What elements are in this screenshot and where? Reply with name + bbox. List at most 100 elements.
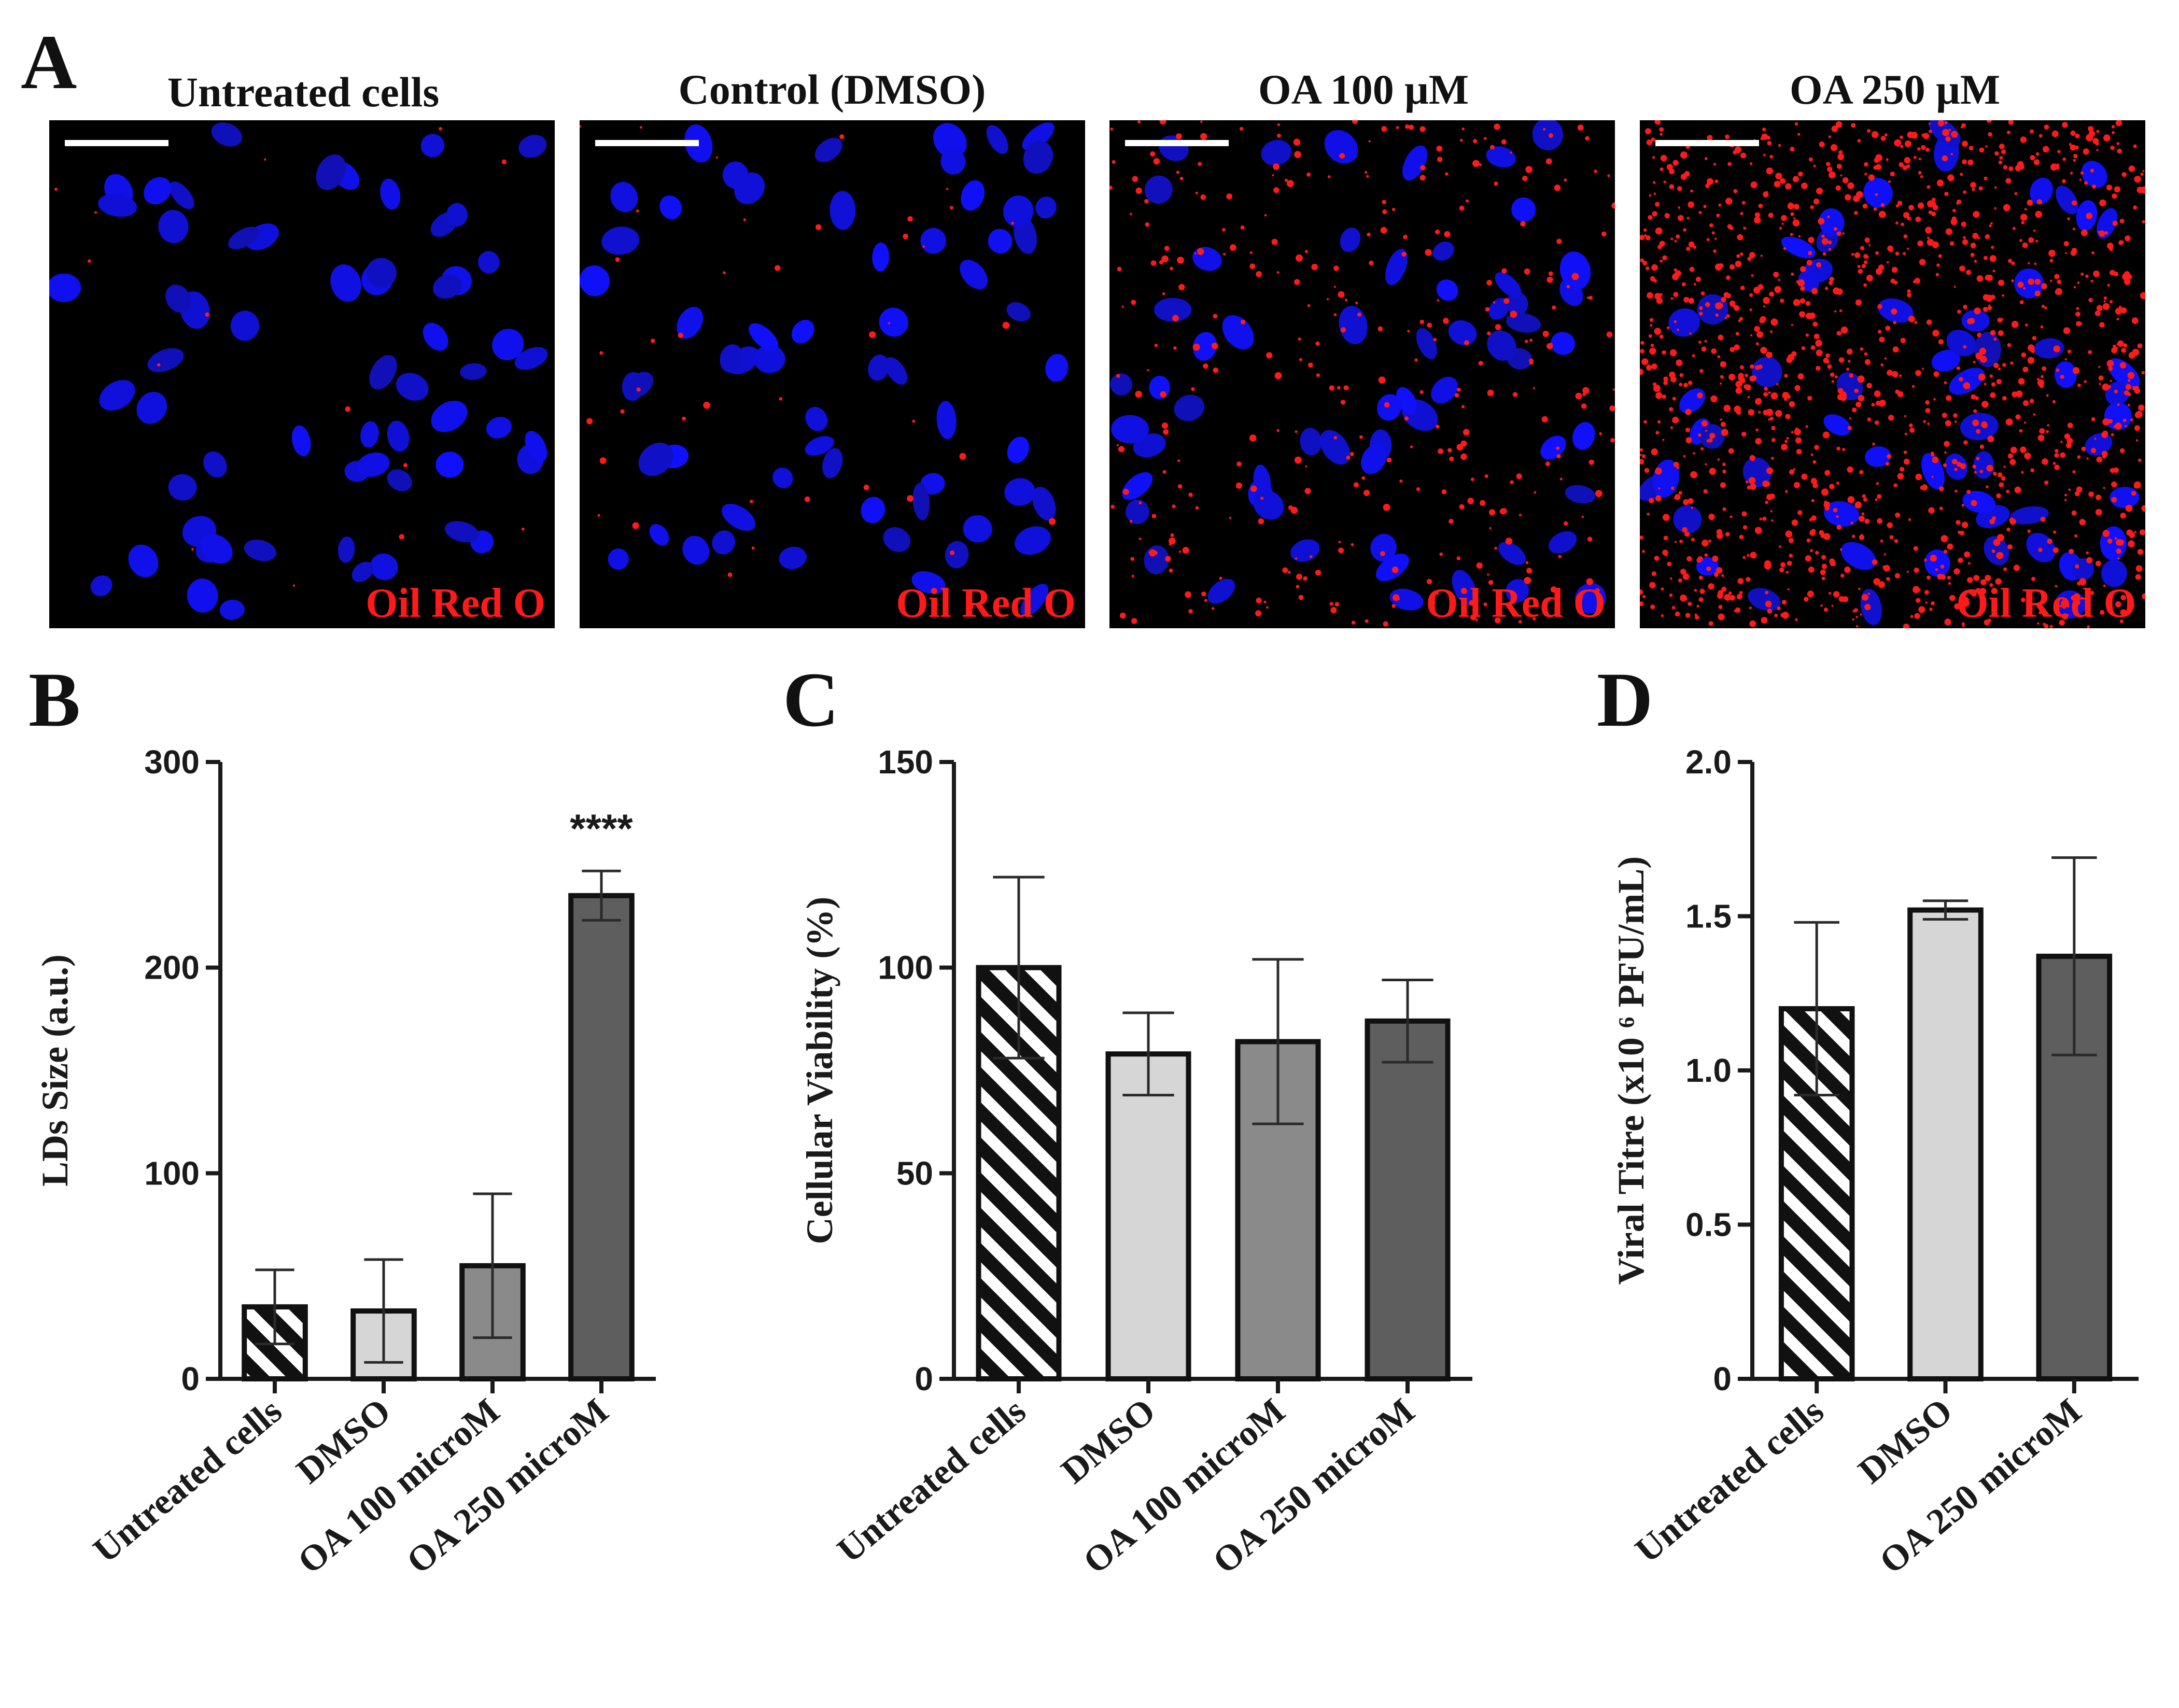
lipid-droplet	[1669, 407, 1674, 412]
nucleus	[446, 203, 468, 227]
lipid-droplet	[1810, 205, 1814, 209]
lipid-droplet	[1333, 286, 1336, 288]
lipid-droplet	[2011, 279, 2014, 283]
lipid-droplet	[1684, 531, 1690, 537]
lipid-droplet	[1699, 588, 1705, 594]
lipid-droplet	[1340, 400, 1346, 405]
lipid-droplet	[1903, 458, 1910, 465]
lipid-droplet	[946, 188, 949, 190]
nucleus	[610, 181, 638, 213]
lipid-droplet	[1975, 396, 1979, 400]
lipid-droplet	[1997, 472, 2003, 477]
lipid-droplet	[1888, 180, 1891, 183]
lipid-droplet	[1649, 582, 1656, 589]
lipid-droplet	[1384, 402, 1390, 408]
lipid-droplet	[2024, 208, 2027, 210]
lipid-droplet	[1864, 260, 1868, 264]
nucleus	[477, 251, 500, 274]
lipid-droplet	[2116, 343, 2119, 346]
lipid-droplet	[1327, 175, 1331, 178]
lipid-droplet	[1401, 251, 1407, 257]
lipid-droplet	[1970, 182, 1976, 188]
nucleus	[911, 571, 946, 594]
lipid-droplet	[1949, 241, 1955, 246]
nucleus	[200, 534, 233, 564]
lipid-droplet	[2131, 317, 2139, 324]
lipid-droplet	[1842, 232, 1845, 235]
lipid-droplet	[1727, 224, 1732, 229]
nucleus	[1035, 196, 1057, 219]
lipid-droplet	[2008, 259, 2012, 263]
lipid-droplet	[1887, 370, 1893, 376]
nucleus	[920, 228, 947, 254]
lipid-droplet	[2119, 448, 2125, 454]
lipid-droplet	[907, 216, 913, 222]
lipid-droplet	[1363, 489, 1370, 497]
lipid-droplet	[1547, 343, 1553, 349]
lipid-droplet	[1266, 352, 1273, 359]
lipid-droplet	[1119, 612, 1126, 619]
nucleus	[1377, 394, 1402, 421]
lipid-droplet	[1271, 238, 1278, 245]
lipid-droplet	[1833, 507, 1838, 513]
lipid-droplet	[1794, 122, 1798, 126]
lipid-droplet	[1836, 288, 1843, 295]
lipid-droplet	[1786, 394, 1791, 399]
lipid-droplet	[1950, 153, 1953, 156]
lipid-droplet	[1487, 331, 1491, 336]
lipid-droplet	[1692, 354, 1695, 358]
lipid-droplet	[1810, 453, 1814, 456]
lipid-droplet	[1924, 590, 1929, 595]
lipid-droplet	[2075, 133, 2080, 138]
lipid-droplet	[2033, 159, 2040, 165]
lipid-droplet	[1781, 222, 1784, 225]
lipid-droplet	[1505, 538, 1513, 545]
lipid-droplet	[1758, 203, 1763, 208]
lipid-droplet	[1315, 341, 1320, 346]
lipid-droplet	[1796, 280, 1799, 284]
lipid-droplet	[1722, 462, 1726, 467]
lipid-droplet	[1763, 153, 1766, 157]
lipid-droplet	[1346, 455, 1351, 460]
lipid-droplet	[1226, 193, 1233, 200]
lipid-droplet	[1476, 562, 1483, 569]
lipid-droplet	[1416, 487, 1421, 491]
stain-label: Oil Red O	[896, 581, 1076, 626]
lipid-droplet	[1770, 510, 1773, 513]
lipid-droplet	[1875, 251, 1879, 255]
lipid-droplet	[2035, 292, 2040, 297]
lipid-droplet	[2022, 242, 2028, 248]
lipid-droplet	[1595, 588, 1600, 593]
lipid-droplet	[1885, 462, 1890, 466]
lipid-droplet	[2064, 493, 2068, 497]
lipid-droplet	[1838, 357, 1845, 363]
lipid-droplet	[1708, 513, 1715, 520]
lipid-droplet	[1382, 209, 1387, 215]
lipid-droplet	[1670, 237, 1674, 241]
lipid-droplet	[1478, 361, 1483, 366]
lipid-droplet	[1672, 416, 1679, 424]
lipid-droplet	[1879, 336, 1885, 343]
lipid-droplet	[1715, 302, 1723, 309]
lipid-droplet	[205, 312, 209, 317]
nucleus	[1863, 178, 1893, 208]
lipid-droplet	[1862, 494, 1866, 498]
lipid-droplet	[1857, 139, 1861, 143]
lipid-droplet	[1742, 525, 1748, 530]
lipid-droplet	[1780, 562, 1786, 568]
lipid-droplet	[1754, 527, 1762, 534]
nucleus	[144, 177, 172, 205]
lipid-droplet	[1652, 211, 1657, 217]
lipid-droplet	[1704, 553, 1708, 557]
lipid-droplet	[2039, 611, 2042, 614]
lipid-droplet	[1821, 238, 1829, 245]
lipid-droplet	[1962, 140, 1968, 147]
lipid-droplet	[1396, 126, 1399, 130]
lipid-droplet	[1746, 577, 1751, 582]
lipid-droplet	[1814, 333, 1820, 340]
lipid-droplet	[1239, 126, 1244, 131]
lipid-droplet	[439, 127, 442, 131]
lipid-droplet	[1788, 538, 1794, 543]
lipid-droplet	[1931, 601, 1935, 605]
lipid-droplet	[1793, 217, 1796, 220]
